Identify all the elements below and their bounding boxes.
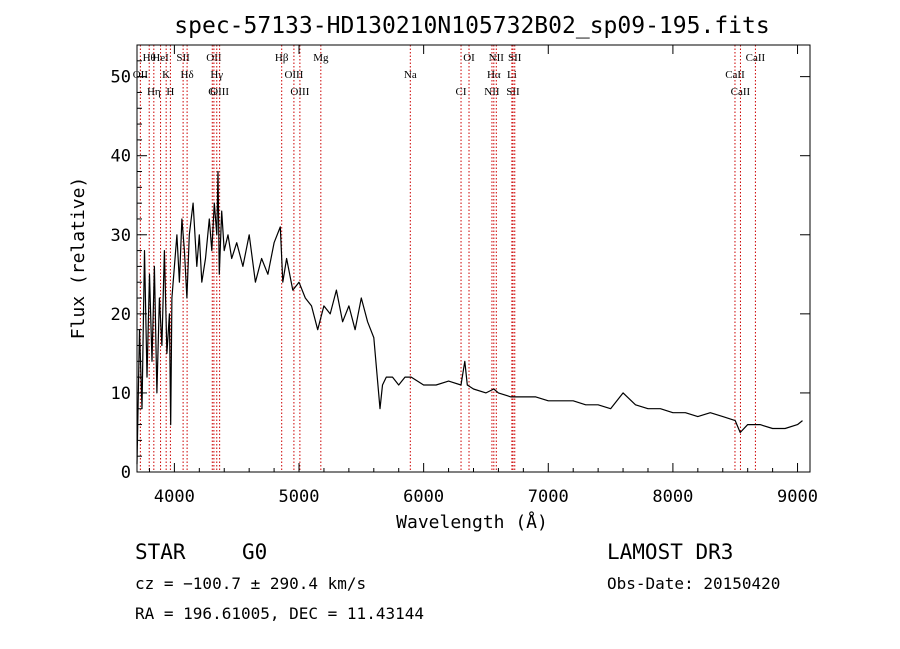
line-label-26: CaII xyxy=(731,86,751,98)
y-tick-label-50: 50 xyxy=(111,68,131,88)
line-label-20: NII xyxy=(484,86,500,98)
line-label-4: K xyxy=(162,69,170,81)
line-label-0: Hθ xyxy=(143,52,156,64)
survey-name: LAMOST DR3 xyxy=(607,540,734,564)
x-tick-label-5000: 5000 xyxy=(279,487,320,507)
spectral-line-markers: Hθ OII Hη HeI KH SII Hδ G OII Hγ OIII Hβ OIII OIII Mg N… xyxy=(133,45,766,472)
line-label-12: Hβ xyxy=(275,52,289,64)
subclass: G0 xyxy=(242,540,268,564)
line-label-15: Mg xyxy=(313,52,329,64)
line-label-17: CI xyxy=(456,86,467,98)
line-label-9: OII xyxy=(206,52,222,64)
x-tick-label-9000: 9000 xyxy=(777,487,818,507)
line-label-23: SII xyxy=(506,86,520,98)
line-label-7: Hδ xyxy=(181,69,194,81)
line-label-24: SII xyxy=(508,52,522,64)
redshift: cz = −100.7 ± 290.4 km/s xyxy=(135,574,367,593)
line-label-21: NII xyxy=(489,52,505,64)
line-label-22: Li xyxy=(507,69,517,81)
y-tick-label-30: 30 xyxy=(111,226,131,246)
series-line-flux xyxy=(136,170,803,465)
line-label-14: OIII xyxy=(290,86,309,98)
x-tick-label-8000: 8000 xyxy=(652,487,693,507)
y-tick-label-0: 0 xyxy=(121,463,131,483)
line-label-5: H xyxy=(166,86,174,98)
chart-title: spec-57133-HD130210N105732B02_sp09-195.f… xyxy=(174,13,769,39)
y-tick-label-40: 40 xyxy=(111,147,131,167)
line-label-10: Hγ xyxy=(210,69,223,81)
y-axis-label: Flux (relative) xyxy=(68,177,89,340)
x-axis-label: Wavelength (Å) xyxy=(396,511,548,533)
y-tick-label-20: 20 xyxy=(111,305,131,325)
line-label-8: G xyxy=(208,86,216,98)
x-tick-label-6000: 6000 xyxy=(403,487,444,507)
obs-date: Obs-Date: 20150420 xyxy=(607,574,781,593)
line-label-19: Hα xyxy=(487,69,501,81)
line-label-1: OII xyxy=(133,69,149,81)
line-label-25: CaII xyxy=(725,69,745,81)
line-label-18: OI xyxy=(463,52,475,64)
y-tick-label-10: 10 xyxy=(111,384,131,404)
line-label-16: Na xyxy=(404,69,417,81)
line-label-2: Hη xyxy=(147,86,161,98)
flux-series xyxy=(136,170,803,465)
x-tick-label-4000: 4000 xyxy=(154,487,195,507)
x-axis: 4000 5000 6000 7000 8000 9000 xyxy=(148,45,818,507)
y-axis: 0 10 20 30 40 50 xyxy=(111,44,810,483)
x-tick-label-7000: 7000 xyxy=(528,487,569,507)
plot-frame xyxy=(136,44,811,473)
object-class: STAR xyxy=(135,540,186,564)
line-label-11: OIII xyxy=(210,86,229,98)
line-label-6: SII xyxy=(176,52,190,64)
line-label-3: HeI xyxy=(152,52,169,64)
line-label-13: OIII xyxy=(284,69,303,81)
line-label-27: CaII xyxy=(746,52,766,64)
coordinates: RA = 196.61005, DEC = 11.43144 xyxy=(135,604,424,623)
